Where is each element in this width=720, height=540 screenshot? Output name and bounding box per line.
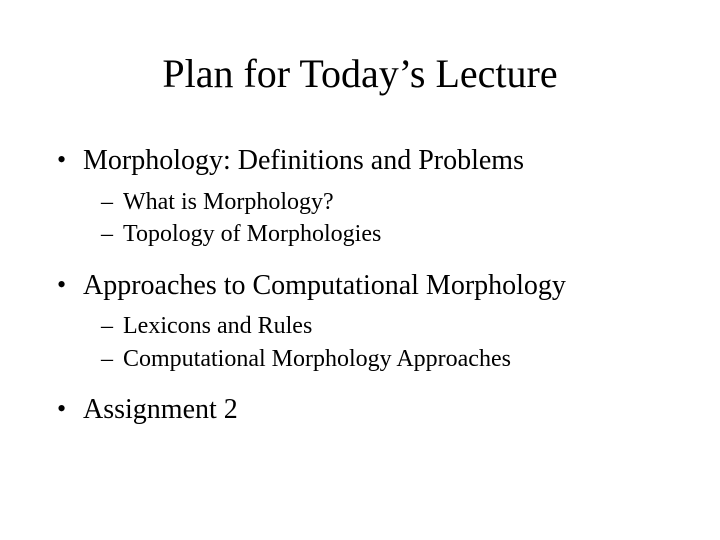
slide-title: Plan for Today’s Lecture [55,50,665,97]
bullet-text: Morphology: Definitions and Problems [83,145,524,176]
list-item: Lexicons and Rules [101,310,665,342]
bullet-text: Lexicons and Rules [123,313,312,339]
bullet-text: Assignment 2 [83,394,238,425]
list-item: Morphology: Definitions and Problems Wha… [55,142,665,251]
list-item: Assignment 2 [55,391,665,429]
sub-list: What is Morphology? Topology of Morpholo… [83,186,665,251]
bullet-text: Computational Morphology Approaches [123,346,511,372]
list-item: Computational Morphology Approaches [101,343,665,375]
bullet-text: Approaches to Computational Morphology [83,270,566,301]
bullet-list: Morphology: Definitions and Problems Wha… [55,142,665,429]
list-item: What is Morphology? [101,186,665,218]
sub-list: Lexicons and Rules Computational Morphol… [83,310,665,375]
bullet-text: What is Morphology? [123,189,334,215]
slide: Plan for Today’s Lecture Morphology: Def… [0,0,720,540]
bullet-text: Topology of Morphologies [123,221,381,247]
list-item: Topology of Morphologies [101,218,665,250]
list-item: Approaches to Computational Morphology L… [55,267,665,376]
